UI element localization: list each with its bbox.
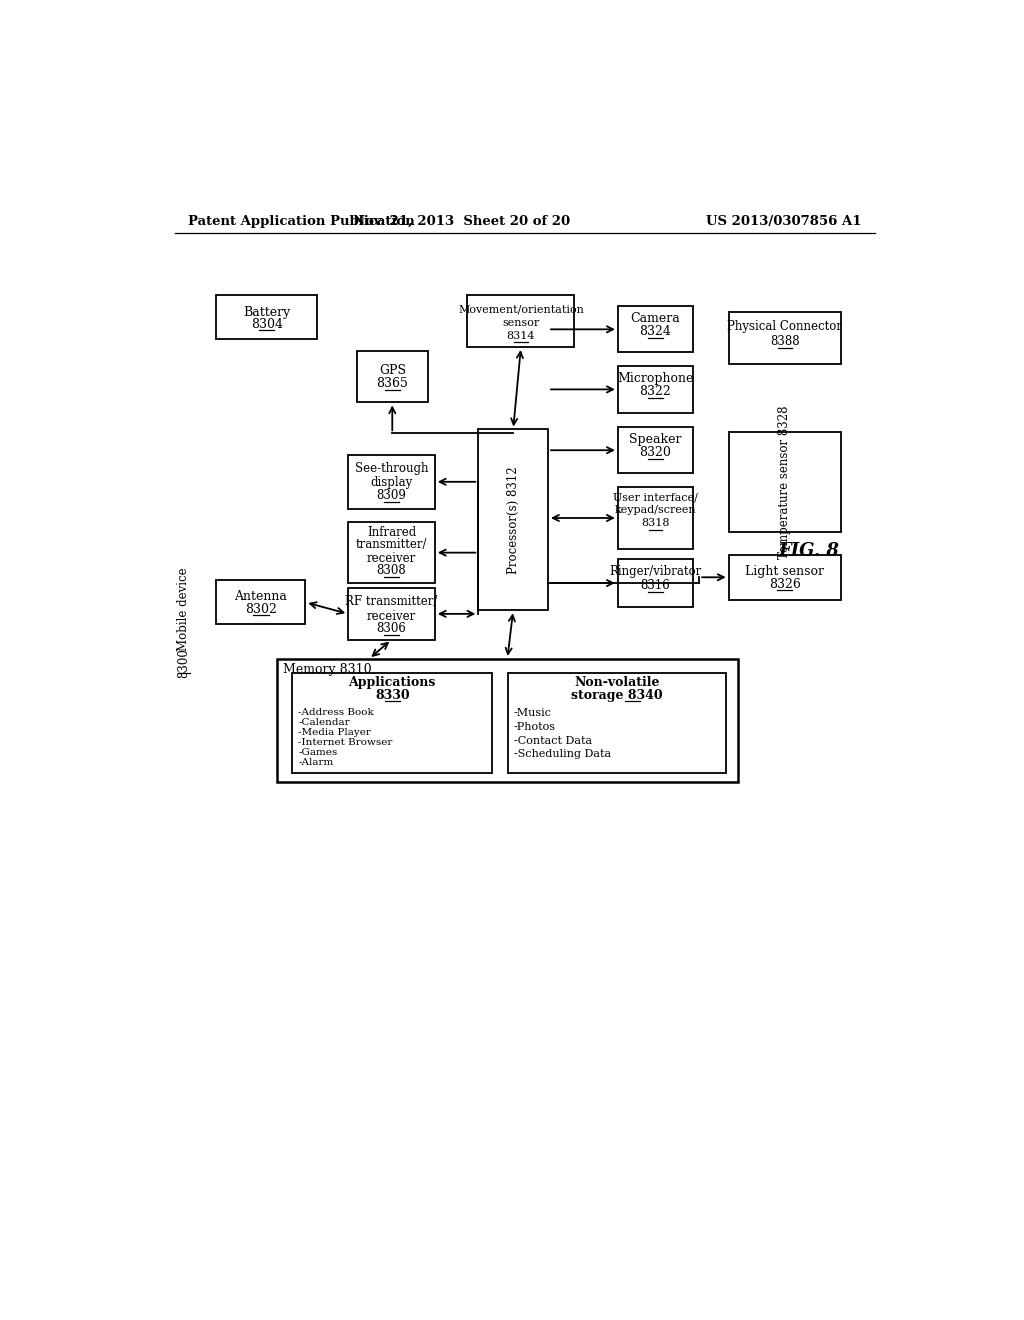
Bar bbox=[348, 455, 435, 508]
Text: Nov. 21, 2013  Sheet 20 of 20: Nov. 21, 2013 Sheet 20 of 20 bbox=[352, 215, 569, 228]
Text: RF transmitter/: RF transmitter/ bbox=[345, 595, 437, 609]
Text: Antenna: Antenna bbox=[234, 590, 288, 603]
Text: 8308: 8308 bbox=[377, 564, 407, 577]
Bar bbox=[216, 581, 305, 624]
Bar bbox=[467, 296, 574, 347]
Text: Light sensor: Light sensor bbox=[745, 565, 824, 578]
Text: receiver: receiver bbox=[367, 610, 416, 623]
Text: receiver: receiver bbox=[367, 552, 416, 565]
Text: display: display bbox=[371, 477, 413, 490]
Text: 8318: 8318 bbox=[641, 519, 670, 528]
Text: US 2013/0307856 A1: US 2013/0307856 A1 bbox=[706, 215, 861, 228]
Text: 8302: 8302 bbox=[245, 603, 276, 615]
Text: sensor: sensor bbox=[503, 318, 540, 329]
Bar bbox=[617, 558, 693, 607]
Bar bbox=[292, 673, 493, 774]
Bar bbox=[348, 521, 435, 583]
Text: 8300: 8300 bbox=[177, 648, 190, 677]
Bar bbox=[216, 296, 317, 339]
Bar bbox=[508, 673, 726, 774]
Text: -Internet Browser: -Internet Browser bbox=[299, 738, 393, 747]
Text: Non-volatile: Non-volatile bbox=[574, 676, 659, 689]
Bar bbox=[348, 589, 435, 640]
Bar bbox=[729, 554, 841, 599]
Text: -Calendar: -Calendar bbox=[299, 718, 350, 727]
Bar bbox=[617, 428, 693, 474]
Text: 8365: 8365 bbox=[377, 378, 409, 391]
Text: FIG. 8: FIG. 8 bbox=[778, 543, 839, 560]
Text: transmitter/: transmitter/ bbox=[355, 539, 427, 552]
Text: Ringer/vibrator: Ringer/vibrator bbox=[609, 565, 701, 578]
Text: Camera: Camera bbox=[631, 312, 680, 325]
Text: Mobile device: Mobile device bbox=[177, 568, 190, 651]
Text: 8322: 8322 bbox=[640, 385, 672, 399]
Text: -Alarm: -Alarm bbox=[299, 759, 334, 767]
Text: 8324: 8324 bbox=[639, 325, 672, 338]
Bar bbox=[356, 351, 428, 403]
Text: Microphone: Microphone bbox=[617, 372, 693, 385]
Text: 8304: 8304 bbox=[251, 318, 283, 331]
Text: 8330: 8330 bbox=[375, 689, 410, 702]
Text: 8316: 8316 bbox=[641, 579, 671, 593]
Bar bbox=[276, 659, 738, 781]
Text: 8320: 8320 bbox=[639, 446, 672, 459]
Text: Temperature sensor 8328: Temperature sensor 8328 bbox=[778, 405, 792, 558]
Bar bbox=[729, 432, 841, 532]
Text: Applications: Applications bbox=[348, 676, 436, 689]
Bar bbox=[617, 367, 693, 413]
Text: -Photos: -Photos bbox=[514, 722, 556, 731]
Text: Battery: Battery bbox=[243, 305, 291, 318]
Text: 8388: 8388 bbox=[770, 335, 800, 348]
Text: -Media Player: -Media Player bbox=[299, 729, 372, 738]
Text: keypad/screen: keypad/screen bbox=[614, 506, 696, 515]
Text: -Address Book: -Address Book bbox=[299, 709, 374, 717]
Bar bbox=[617, 487, 693, 549]
Text: -Contact Data: -Contact Data bbox=[514, 735, 592, 746]
Text: User interface/: User interface/ bbox=[613, 492, 697, 503]
Bar bbox=[478, 429, 548, 610]
Text: 8326: 8326 bbox=[769, 578, 801, 591]
Text: GPS: GPS bbox=[379, 364, 406, 378]
Text: 8306: 8306 bbox=[377, 622, 407, 635]
Text: 8314: 8314 bbox=[507, 331, 536, 342]
Bar bbox=[617, 306, 693, 352]
Text: Patent Application Publication: Patent Application Publication bbox=[188, 215, 415, 228]
Text: storage 8340: storage 8340 bbox=[571, 689, 663, 702]
Text: -Games: -Games bbox=[299, 748, 338, 758]
Text: Movement/orientation: Movement/orientation bbox=[458, 305, 584, 314]
Text: -Scheduling Data: -Scheduling Data bbox=[514, 750, 611, 759]
Text: See-through: See-through bbox=[354, 462, 428, 475]
Text: Speaker: Speaker bbox=[629, 433, 682, 446]
Text: Infrared: Infrared bbox=[367, 527, 416, 539]
Text: Memory 8310: Memory 8310 bbox=[283, 663, 372, 676]
Bar bbox=[729, 313, 841, 364]
Text: Physical Connector: Physical Connector bbox=[727, 319, 843, 333]
Text: -Music: -Music bbox=[514, 708, 552, 718]
Text: Processor(s) 8312: Processor(s) 8312 bbox=[507, 466, 519, 574]
Text: 8309: 8309 bbox=[377, 490, 407, 502]
